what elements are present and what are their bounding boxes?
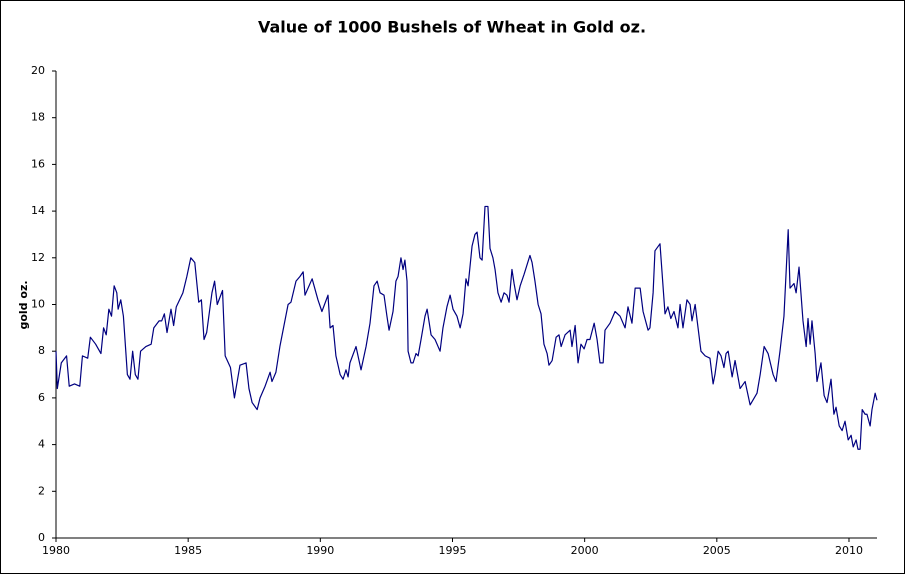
y-tick-label: 16 [31, 157, 45, 170]
chart-title: Value of 1000 Bushels of Wheat in Gold o… [258, 18, 646, 37]
x-tick-label: 2005 [703, 544, 731, 557]
y-tick-label: 6 [38, 391, 45, 404]
y-axis-label: gold oz. [17, 280, 30, 329]
y-tick-label: 14 [31, 204, 45, 217]
y-tick-label: 2 [38, 484, 45, 497]
x-tick-label: 2010 [835, 544, 863, 557]
x-tick-label: 1990 [306, 544, 334, 557]
y-tick-label: 12 [31, 251, 45, 264]
y-tick-label: 4 [38, 438, 45, 451]
x-tick-label: 2000 [571, 544, 599, 557]
x-tick-label: 1980 [42, 544, 70, 557]
y-tick-label: 8 [38, 344, 45, 357]
y-tick-label: 10 [31, 298, 45, 311]
y-tick-label: 20 [31, 64, 45, 77]
x-tick-label: 1985 [174, 544, 202, 557]
data-line [55, 205, 878, 450]
y-tick-label: 0 [38, 531, 45, 544]
y-tick-label: 18 [31, 111, 45, 124]
x-tick-label: 1995 [438, 544, 466, 557]
